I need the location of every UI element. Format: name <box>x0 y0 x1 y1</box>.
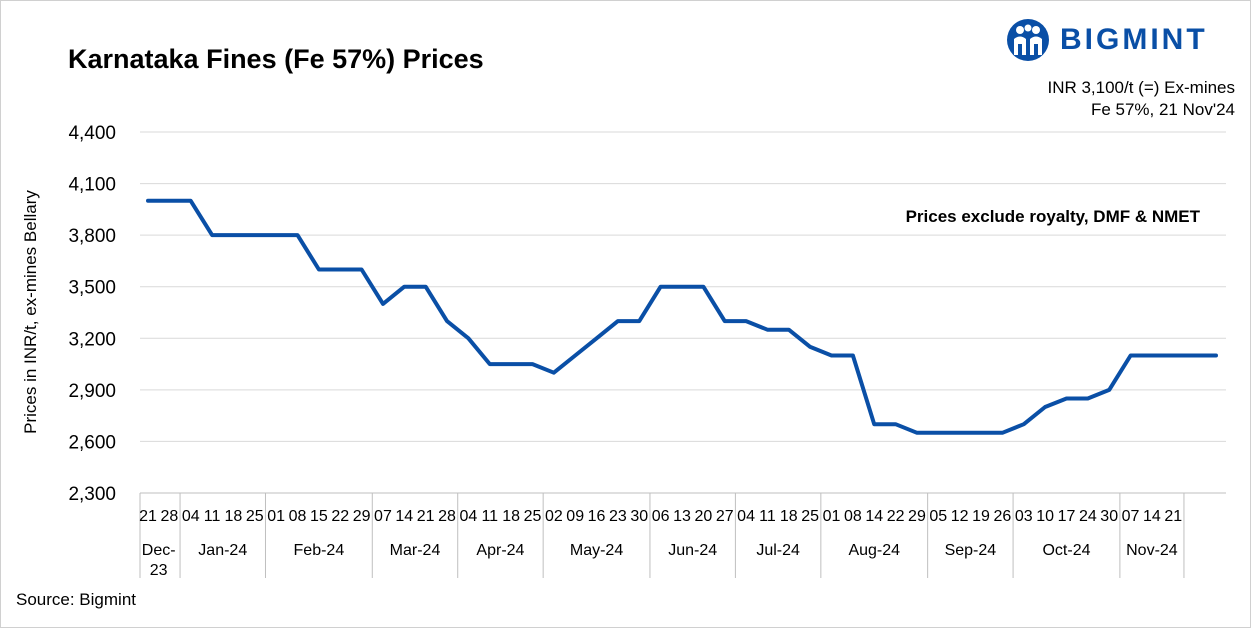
y-tick-label: 4,100 <box>68 175 116 196</box>
x-day-label: 04 <box>737 508 755 525</box>
x-day-label: 18 <box>502 508 520 525</box>
x-day-label: 01 <box>823 508 841 525</box>
y-axis-title: Prices in INR/t, ex-mines Bellary <box>21 190 40 434</box>
x-day-label: 14 <box>395 508 413 525</box>
x-day-label: 25 <box>246 508 264 525</box>
source-note: Source: Bigmint <box>16 590 136 609</box>
x-day-label: 25 <box>801 508 819 525</box>
y-tick-label: 3,800 <box>68 226 116 247</box>
x-day-label: 04 <box>182 508 200 525</box>
bigmint-people-icon <box>1007 19 1049 61</box>
x-month-label: Nov-24 <box>1126 542 1178 559</box>
x-day-label: 08 <box>844 508 862 525</box>
x-day-label: 18 <box>225 508 243 525</box>
x-day-label: 09 <box>566 508 584 525</box>
x-day-label: 15 <box>310 508 328 525</box>
y-tick-label: 2,600 <box>68 432 116 453</box>
x-day-label: 14 <box>1143 508 1161 525</box>
x-day-label: 13 <box>673 508 691 525</box>
price-series-line <box>146 198 1218 435</box>
x-day-label: 07 <box>1122 508 1140 525</box>
x-day-label: 12 <box>951 508 969 525</box>
x-month-label: Dec- <box>142 542 176 559</box>
y-tick-label: 3,200 <box>68 329 116 350</box>
x-month-label: Apr-24 <box>476 542 524 559</box>
chart-title: Karnataka Fines (Fe 57%) Prices <box>68 44 484 74</box>
price-info: INR 3,100/t (=) Ex-mines Fe 57%, 21 Nov'… <box>1047 77 1235 121</box>
x-day-label: 28 <box>160 508 178 525</box>
x-day-label: 21 <box>417 508 435 525</box>
x-month-label: Jul-24 <box>756 542 800 559</box>
x-day-label: 11 <box>481 508 498 525</box>
x-day-label: 06 <box>652 508 670 525</box>
x-day-label: 17 <box>1058 508 1076 525</box>
x-month-label: Jan-24 <box>198 542 247 559</box>
x-month-label: Aug-24 <box>848 542 900 559</box>
y-tick-label: 2,300 <box>68 484 116 505</box>
y-tick-label: 2,900 <box>68 381 116 402</box>
y-tick-label: 4,400 <box>68 123 116 144</box>
x-day-label: 07 <box>374 508 392 525</box>
x-day-label: 29 <box>353 508 371 525</box>
x-day-label: 08 <box>289 508 307 525</box>
x-day-label: 21 <box>139 508 157 525</box>
x-month-label: Mar-24 <box>390 542 441 559</box>
x-day-label: 23 <box>609 508 627 525</box>
x-month-label: May-24 <box>570 542 623 559</box>
x-month-label: Sep-24 <box>945 542 997 559</box>
x-month-label: Jun-24 <box>668 542 717 559</box>
brand-name: BIGMINT <box>1060 23 1208 56</box>
x-day-label: 22 <box>887 508 905 525</box>
x-day-label: 11 <box>204 508 221 525</box>
x-day-label: 29 <box>908 508 926 525</box>
x-day-label: 04 <box>460 508 478 525</box>
x-month-label: Oct-24 <box>1042 542 1090 559</box>
x-day-label: 24 <box>1079 508 1097 525</box>
x-month-label: 23 <box>150 562 168 579</box>
x-day-label: 10 <box>1036 508 1054 525</box>
brand-logo: BIGMINT <box>1004 17 1240 63</box>
x-day-label: 30 <box>630 508 648 525</box>
x-day-label: 28 <box>438 508 456 525</box>
x-day-label: 01 <box>267 508 285 525</box>
x-day-label: 05 <box>929 508 947 525</box>
chart-annotation: Prices exclude royalty, DMF & NMET <box>906 207 1201 226</box>
x-day-label: 22 <box>331 508 349 525</box>
price-info-line-1: INR 3,100/t (=) Ex-mines <box>1047 78 1235 97</box>
x-day-label: 25 <box>524 508 542 525</box>
x-day-label: 21 <box>1164 508 1182 525</box>
x-day-label: 27 <box>716 508 734 525</box>
x-day-label: 14 <box>865 508 883 525</box>
x-day-label: 19 <box>972 508 990 525</box>
x-day-label: 02 <box>545 508 563 525</box>
price-info-line-2: Fe 57%, 21 Nov'24 <box>1090 100 1235 119</box>
y-tick-label: 3,500 <box>68 278 116 299</box>
x-day-label: 30 <box>1100 508 1118 525</box>
x-day-label: 26 <box>994 508 1012 525</box>
x-day-label: 03 <box>1015 508 1033 525</box>
x-day-label: 16 <box>588 508 606 525</box>
x-day-label: 11 <box>759 508 776 525</box>
x-month-label: Feb-24 <box>294 542 345 559</box>
x-day-label: 18 <box>780 508 798 525</box>
x-day-label: 20 <box>694 508 712 525</box>
